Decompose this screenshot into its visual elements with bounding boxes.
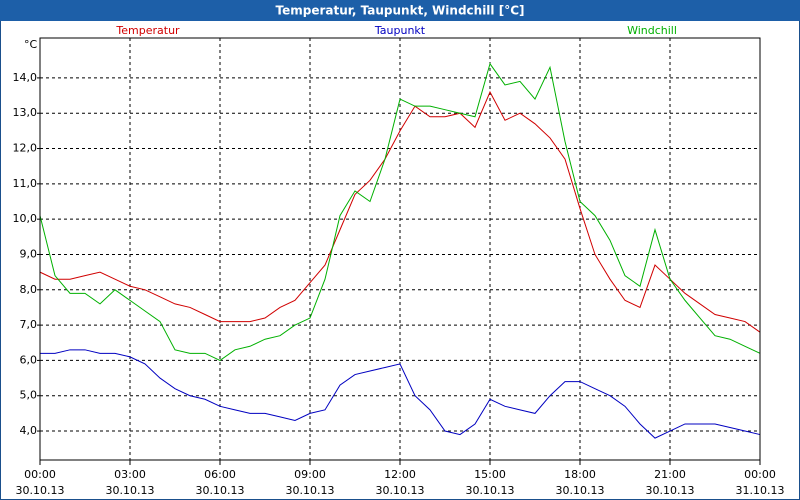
y-tick-label: 4,0 [20, 424, 38, 437]
x-tick-label: 09:00 [294, 468, 326, 481]
x-tick-label: 12:00 [384, 468, 416, 481]
y-unit: °C [24, 38, 38, 51]
y-tick-label: 10,0 [13, 212, 38, 225]
series-line [40, 349, 761, 439]
x-tick-label: 03:00 [114, 468, 146, 481]
x-tick-label: 00:00 [24, 468, 56, 481]
legend-label: Windchill [627, 24, 677, 37]
x-tick-date: 31.10.13 [736, 484, 785, 497]
legend-label: Taupunkt [374, 24, 426, 37]
x-tick-date: 30.10.13 [556, 484, 605, 497]
plot-border [39, 37, 761, 461]
x-tick-date: 30.10.13 [106, 484, 155, 497]
x-tick-label: 18:00 [564, 468, 596, 481]
y-tick-label: 11,0 [13, 177, 38, 190]
series-line [39, 62, 761, 361]
x-tick-label: 00:00 [744, 468, 776, 481]
x-tick-date: 30.10.13 [16, 484, 65, 497]
y-tick-label: 6,0 [20, 353, 38, 366]
y-tick-label: 5,0 [20, 389, 38, 402]
y-tick-label: 7,0 [20, 318, 38, 331]
y-tick-label: 8,0 [20, 283, 38, 296]
series-line [39, 90, 761, 333]
y-tick-label: 13,0 [13, 106, 38, 119]
x-tick-date: 30.10.13 [286, 484, 335, 497]
x-tick-date: 30.10.13 [376, 484, 425, 497]
title-bar [0, 0, 800, 21]
y-tick-label: 12,0 [13, 142, 38, 155]
x-tick-date: 30.10.13 [196, 484, 245, 497]
chart-title: Temperatur, Taupunkt, Windchill [°C] [276, 4, 525, 18]
x-tick-label: 15:00 [474, 468, 506, 481]
x-tick-label: 21:00 [654, 468, 686, 481]
x-tick-date: 30.10.13 [646, 484, 695, 497]
legend-label: Temperatur [115, 24, 180, 37]
y-tick-label: 14,0 [13, 71, 38, 84]
x-tick-label: 06:00 [204, 468, 236, 481]
y-tick-label: 9,0 [20, 247, 38, 260]
x-tick-date: 30.10.13 [466, 484, 515, 497]
